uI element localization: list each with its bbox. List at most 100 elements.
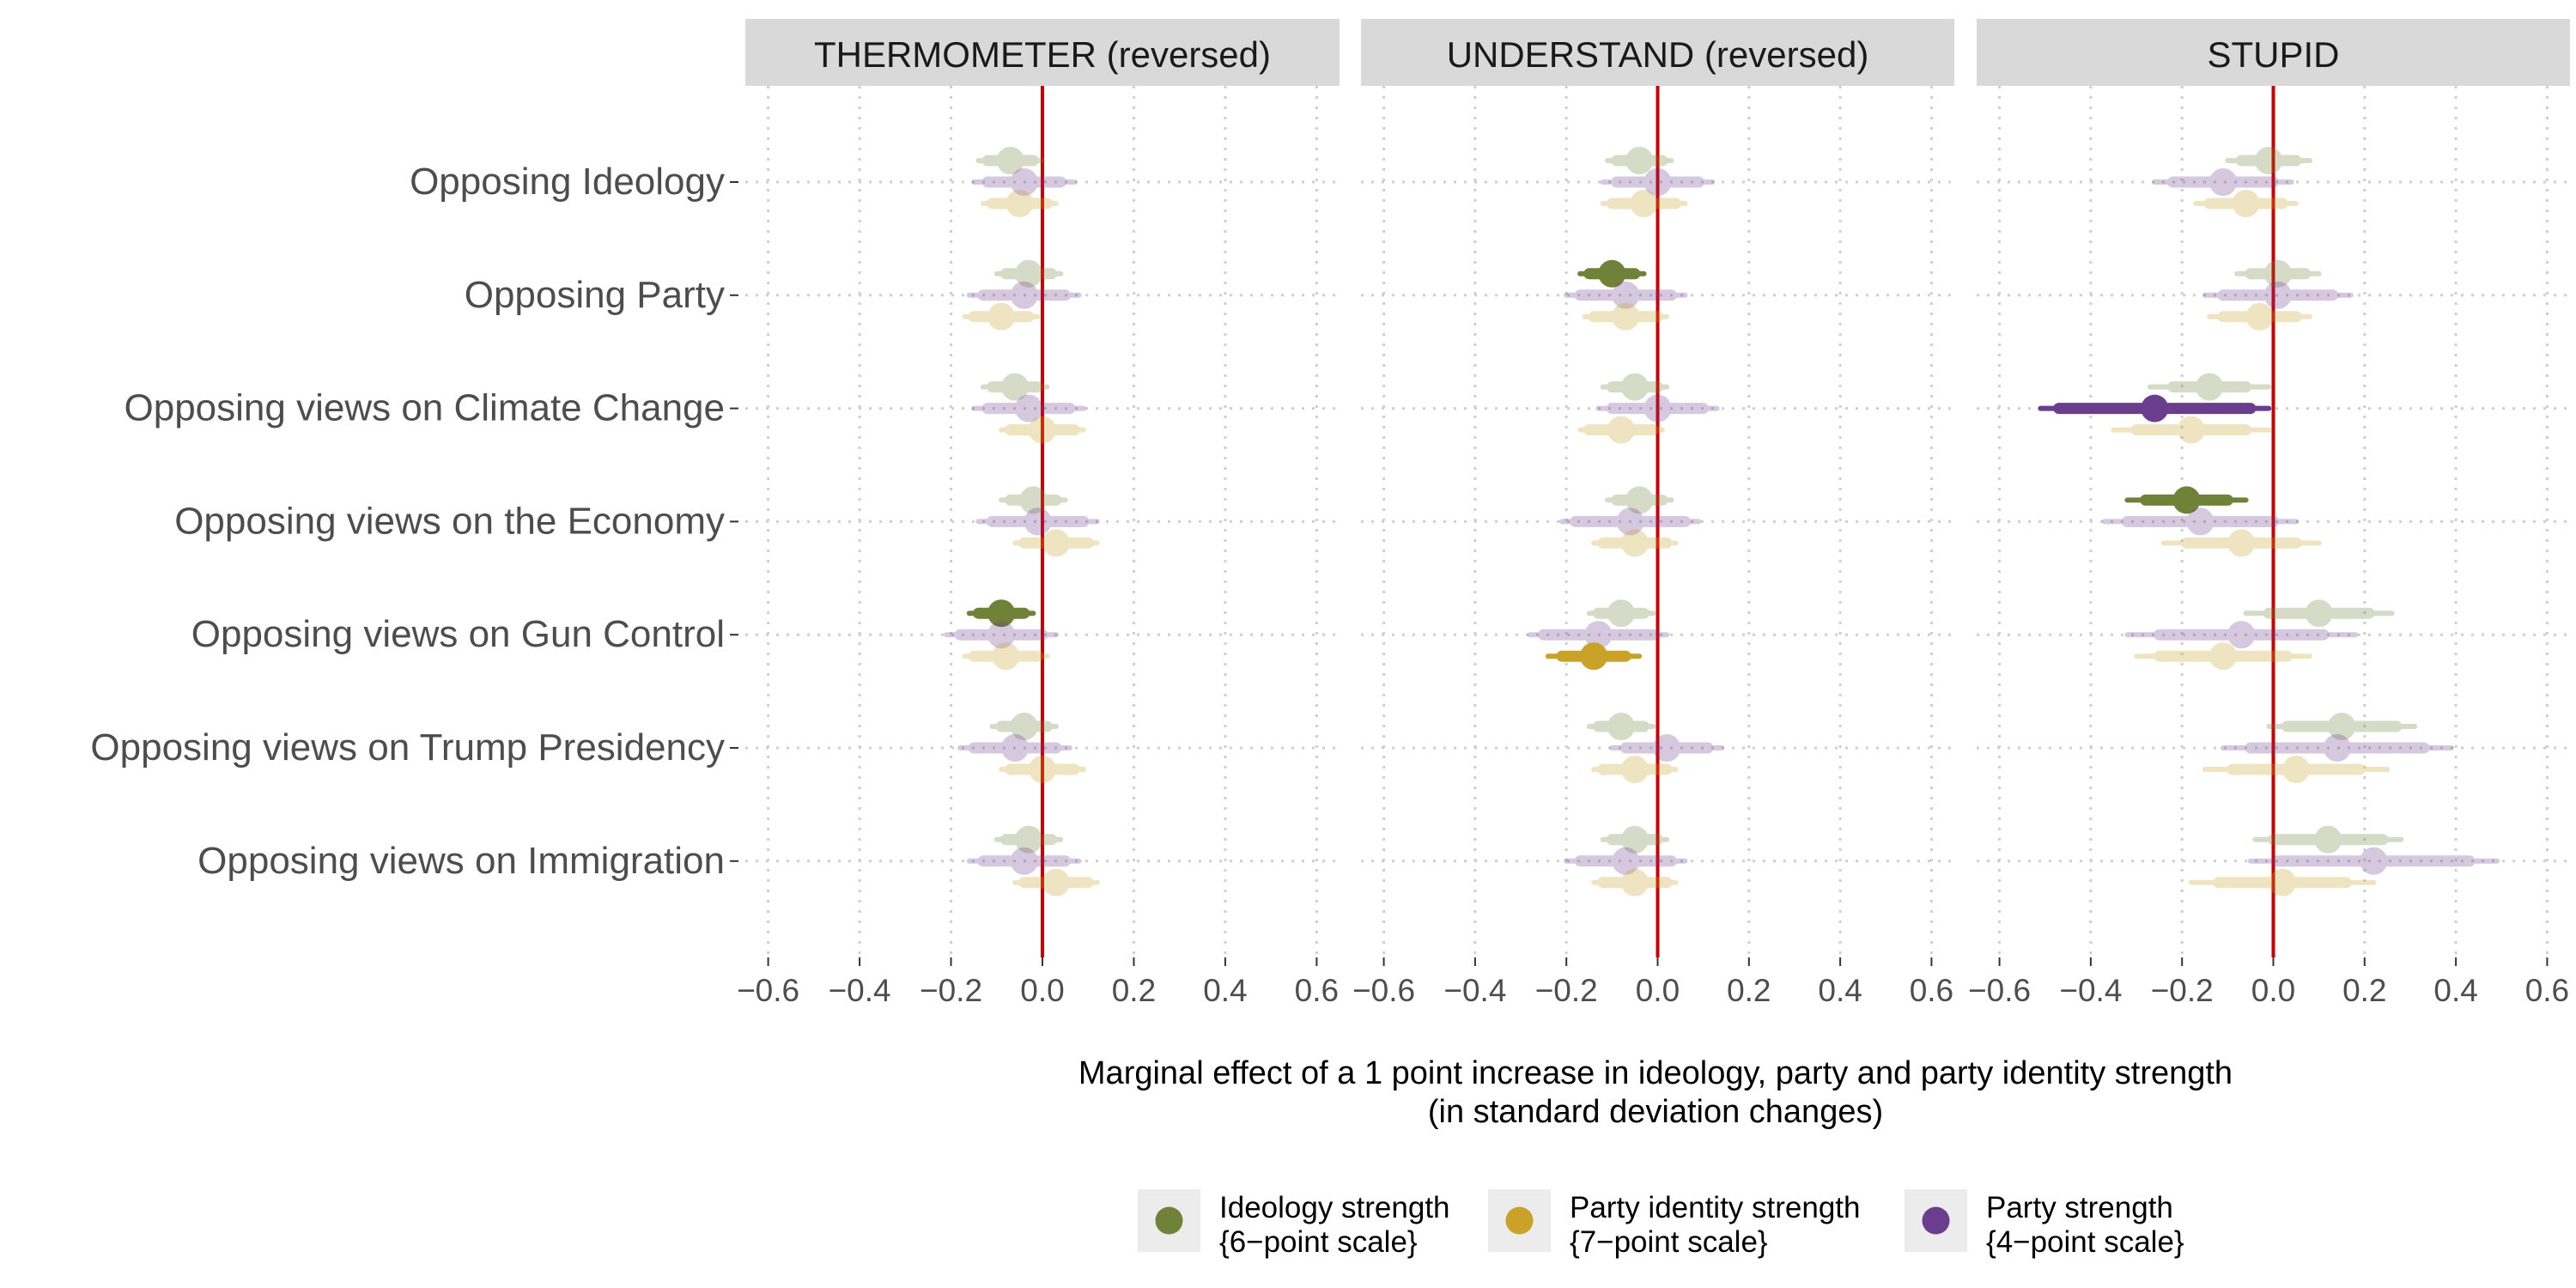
point-estimate — [1607, 599, 1635, 628]
point-estimate — [996, 147, 1024, 174]
estimate-mark — [2221, 734, 2454, 762]
y-axis-labels: Opposing Ideology Opposing Party Opposing … — [90, 161, 738, 882]
estimate-mark — [980, 373, 1050, 401]
point-estimate — [1010, 281, 1038, 309]
point-estimate — [2177, 416, 2205, 444]
point-estimate — [2209, 642, 2238, 671]
estimate-mark — [971, 168, 1078, 196]
point-estimate — [2263, 281, 2292, 309]
point-estimate — [2328, 713, 2356, 740]
estimate-mark — [1595, 394, 1720, 422]
y-tick-label: Opposing Party — [465, 274, 725, 316]
x-tick-label: −0.2 — [2151, 973, 2214, 1008]
estimate-mark — [966, 599, 1036, 628]
y-tick-label: Opposing views on the Economy — [174, 500, 725, 542]
estimate-mark — [1577, 416, 1665, 444]
facet-panel-2: UNDERSTAND (reversed) −0.6 −0.4 −0.2 0.0 0.2 0… — [1352, 19, 1954, 1008]
point-estimate — [1010, 713, 1038, 740]
point-estimate — [1607, 416, 1635, 444]
point-estimate — [987, 599, 1016, 628]
point-estimate — [2186, 507, 2215, 536]
legend-item: Ideology strength{6−point scale} — [1138, 1189, 1450, 1259]
point-estimate — [1620, 373, 1649, 401]
estimate-mark — [2207, 302, 2313, 331]
point-estimate — [1598, 259, 1626, 288]
estimate-mark — [1545, 642, 1643, 671]
estimate-mark — [993, 825, 1064, 854]
estimate-mark — [1600, 190, 1688, 217]
estimate-mark — [2243, 599, 2395, 628]
estimate-mark — [971, 394, 1086, 422]
y-tick-label: Opposing views on Climate Change — [125, 387, 726, 429]
point-estimate — [1616, 507, 1644, 536]
point-estimate — [2282, 756, 2311, 783]
estimate-mark — [2202, 281, 2354, 309]
legend-key-dot — [1505, 1206, 1534, 1235]
point-estimate — [2245, 302, 2274, 331]
point-estimate — [1630, 190, 1658, 217]
x-tick-label: −0.4 — [2059, 973, 2122, 1008]
point-estimate — [2255, 147, 2283, 174]
estimate-mark — [2124, 621, 2359, 649]
x-tick-label: 0.4 — [1818, 973, 1862, 1008]
estimate-mark — [1012, 868, 1100, 896]
point-estimate — [1029, 756, 1056, 783]
point-estimate — [2227, 529, 2256, 557]
legend-label-scale: {7−point scale} — [1570, 1225, 1768, 1259]
estimate-mark — [1564, 281, 1688, 309]
point-estimate — [2232, 190, 2260, 217]
estimate-mark — [1582, 302, 1670, 331]
estimate-mark — [2147, 373, 2272, 401]
x-tick-label: 0.2 — [1112, 973, 1156, 1008]
point-estimate — [1620, 825, 1649, 854]
point-estimate — [1015, 259, 1043, 288]
x-tick-label: −0.6 — [1352, 973, 1415, 1008]
x-tick-label: 0.0 — [2251, 973, 2295, 1008]
point-estimate — [1015, 825, 1043, 854]
y-tick-label: Opposing Ideology — [410, 161, 725, 203]
point-estimate — [1010, 168, 1038, 196]
estimate-mark — [2134, 642, 2313, 671]
estimate-mark — [980, 190, 1059, 217]
x-axis-title-line1: Marginal effect of a 1 point increase in… — [1078, 1055, 2233, 1091]
point-estimate — [1620, 868, 1649, 896]
estimate-mark — [1577, 259, 1647, 288]
point-estimate — [1643, 168, 1672, 196]
legend-label: Party identity strength — [1570, 1191, 1861, 1224]
x-tick-label: 0.4 — [2433, 973, 2477, 1008]
estimate-mark — [1558, 507, 1702, 536]
x-tick-label: 0.6 — [2525, 973, 2569, 1008]
estimate-mark — [1591, 756, 1679, 783]
estimate-mark — [1564, 847, 1688, 875]
estimate-mark — [1600, 825, 1670, 854]
y-tick-label: Opposing views on Gun Control — [191, 613, 725, 655]
legend-label-scale: {4−point scale} — [1986, 1225, 2184, 1259]
point-estimate — [1015, 394, 1043, 422]
point-estimate — [2269, 868, 2297, 896]
estimate-mark — [2038, 394, 2272, 422]
facet-strip — [1977, 19, 2570, 86]
facet-panel-3: STUPID −0.6 −0.4 −0.2 0.0 0.2 0.4 0.6 — [1968, 19, 2570, 1008]
legend-label: Ideology strength — [1219, 1191, 1450, 1224]
estimate-mark — [1605, 147, 1674, 174]
panels-group: THERMOMETER (reversed) −0.6 −0.4 −0.2 0.0 0.2… — [737, 19, 2570, 1008]
estimate-mark — [1591, 529, 1679, 557]
facet-title: STUPID — [2207, 34, 2339, 75]
estimate-mark — [999, 756, 1086, 783]
estimate-mark — [1600, 168, 1716, 196]
estimate-mark — [975, 147, 1045, 174]
facet-panel-1: THERMOMETER (reversed) −0.6 −0.4 −0.2 0.0 0.2… — [737, 19, 1340, 1008]
estimate-mark — [1527, 621, 1670, 649]
estimate-mark — [1600, 373, 1670, 401]
estimate-mark — [1609, 734, 1724, 762]
x-tick-label: −0.2 — [1535, 973, 1598, 1008]
point-estimate — [2227, 621, 2256, 649]
estimate-mark — [2225, 147, 2313, 174]
point-estimate — [1580, 642, 1608, 671]
estimate-mark — [2193, 190, 2300, 217]
x-tick-label: −0.6 — [737, 973, 799, 1008]
estimate-mark — [2188, 868, 2377, 896]
x-axis-title-line2: (in standard deviation changes) — [1428, 1094, 1883, 1130]
estimate-mark — [2124, 486, 2249, 514]
estimate-mark — [989, 713, 1059, 740]
